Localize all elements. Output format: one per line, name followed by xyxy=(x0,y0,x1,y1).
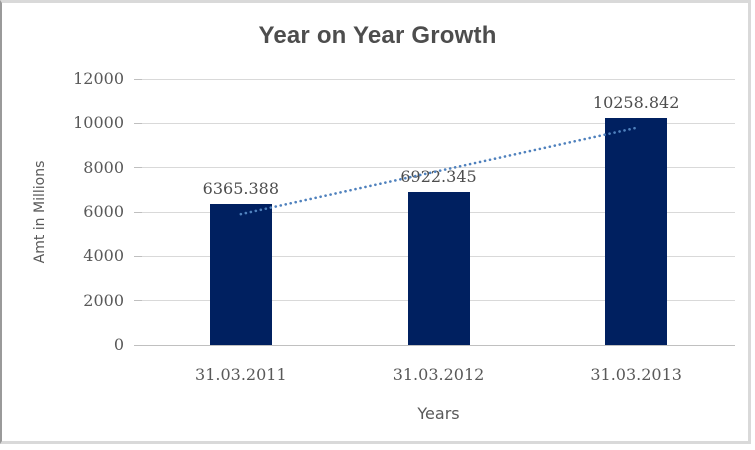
y-tick-mark xyxy=(134,344,142,346)
bar xyxy=(605,117,668,345)
y-tick-mark xyxy=(134,211,142,213)
y-tick-mark xyxy=(134,167,142,169)
y-tick-mark xyxy=(134,78,142,80)
y-tick-mark xyxy=(134,300,142,302)
bar xyxy=(407,191,470,345)
y-tick-label: 6000 xyxy=(83,202,124,221)
y-tick-label: 2000 xyxy=(83,290,124,310)
gridline xyxy=(142,78,735,80)
y-tick-label: 12000 xyxy=(73,69,124,88)
x-axis-title: Years xyxy=(417,404,460,423)
bar-value-label: 6922.345 xyxy=(400,166,477,186)
chart-title: Year on Year Growth xyxy=(258,22,497,49)
x-axis-line xyxy=(142,344,735,346)
bar xyxy=(209,203,272,345)
y-tick-label: 10000 xyxy=(73,113,124,133)
y-tick-label: 4000 xyxy=(83,246,124,266)
y-tick-mark xyxy=(134,255,142,257)
gridline xyxy=(142,122,735,124)
y-tick-label: 0 xyxy=(113,335,124,354)
x-category-label: 31.03.2011 xyxy=(195,365,287,384)
y-tick-mark xyxy=(134,122,142,124)
x-category-label: 31.03.2012 xyxy=(392,365,485,384)
bar-value-label: 10258.842 xyxy=(592,92,680,112)
bar-value-label: 6365.388 xyxy=(202,178,279,198)
x-category-label: 31.03.2013 xyxy=(590,365,682,384)
y-tick-label: 8000 xyxy=(83,157,124,177)
